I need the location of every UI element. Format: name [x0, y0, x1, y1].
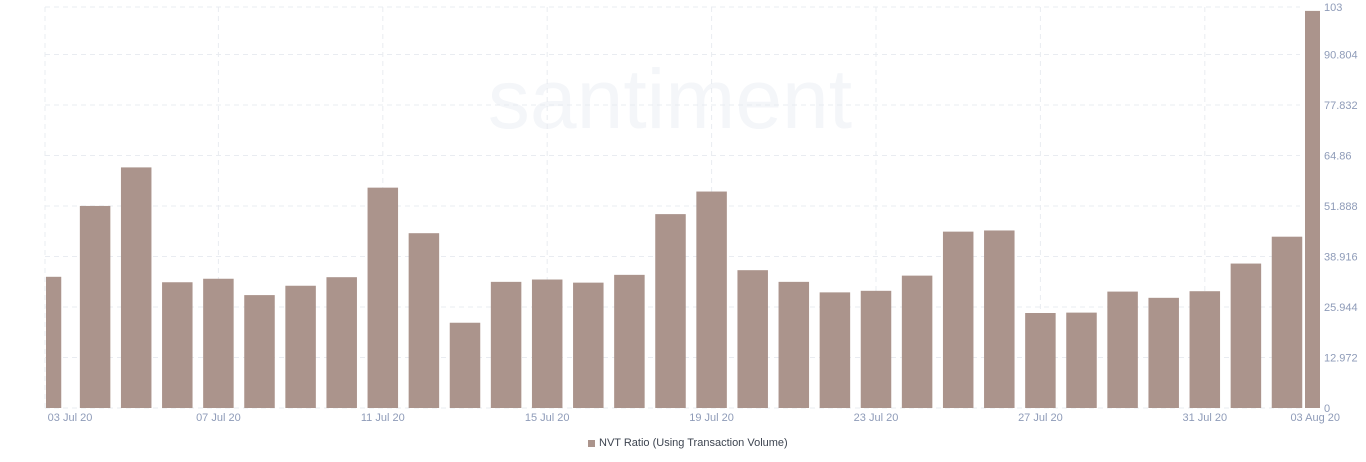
y-tick-label: 25.944	[1324, 302, 1358, 314]
bar[interactable]	[1189, 291, 1221, 408]
bar[interactable]	[942, 231, 974, 408]
x-tick-label: 23 Jul 20	[854, 412, 899, 424]
x-tick-label: 03 Jul 20	[48, 412, 93, 424]
bar[interactable]	[46, 276, 62, 408]
y-tick-label: 12.972	[1324, 352, 1358, 364]
bar[interactable]	[1025, 313, 1056, 408]
bar[interactable]	[860, 290, 892, 408]
x-tick-label: 11 Jul 20	[361, 412, 405, 424]
bar[interactable]	[901, 275, 933, 408]
bar[interactable]	[984, 230, 1015, 408]
bar[interactable]	[490, 281, 522, 408]
bar[interactable]	[1066, 312, 1097, 408]
bar[interactable]	[819, 292, 851, 408]
y-tick-label: 38.916	[1324, 251, 1358, 263]
x-tick-label: 07 Jul 20	[196, 412, 241, 424]
bar[interactable]	[449, 322, 481, 408]
bar[interactable]	[531, 279, 563, 408]
bar[interactable]	[573, 282, 604, 408]
santiment-watermark: santiment	[488, 52, 852, 146]
bar[interactable]	[655, 214, 686, 408]
chart-bars	[46, 10, 1320, 409]
bar[interactable]	[203, 278, 234, 408]
x-tick-label: 15 Jul 20	[525, 412, 570, 424]
bar[interactable]	[778, 281, 810, 408]
bar[interactable]	[244, 295, 275, 408]
x-axis-ticks: 03 Jul 20 07 Jul 20 11 Jul 20 15 Jul 20 19 J…	[48, 412, 1340, 424]
x-tick-label: 03 Aug 20	[1290, 412, 1340, 424]
bar[interactable]	[1148, 297, 1179, 408]
bar[interactable]	[120, 167, 152, 408]
bar[interactable]	[696, 191, 727, 408]
y-tick-label: 64.86	[1324, 150, 1352, 162]
chart-legend[interactable]: NVT Ratio (Using Transaction Volume)	[588, 437, 788, 449]
x-tick-label: 27 Jul 20	[1018, 412, 1063, 424]
legend-label: NVT Ratio (Using Transaction Volume)	[599, 437, 788, 449]
bar[interactable]	[1107, 291, 1138, 408]
bar[interactable]	[1230, 263, 1262, 408]
y-axis-ticks: 0 12.972 25.944 38.916 51.888 64.86 77.832 90.8…	[1324, 2, 1358, 415]
bar[interactable]	[737, 270, 768, 408]
bar[interactable]	[1305, 10, 1320, 409]
bar[interactable]	[367, 187, 399, 408]
bar[interactable]	[285, 285, 316, 408]
bar[interactable]	[162, 282, 193, 408]
bar[interactable]	[79, 205, 111, 408]
y-tick-label: 0	[1324, 403, 1330, 415]
x-tick-label: 31 Jul 20	[1182, 412, 1227, 424]
y-tick-label: 90.804	[1324, 49, 1358, 61]
y-tick-label: 103	[1324, 2, 1342, 14]
y-tick-label: 77.832	[1324, 100, 1358, 112]
bar[interactable]	[408, 233, 440, 408]
x-tick-label: 19 Jul 20	[689, 412, 734, 424]
bar[interactable]	[326, 277, 357, 408]
bar[interactable]	[1271, 236, 1303, 408]
y-tick-label: 51.888	[1324, 201, 1358, 213]
bar[interactable]	[614, 274, 645, 408]
legend-swatch	[588, 439, 595, 447]
